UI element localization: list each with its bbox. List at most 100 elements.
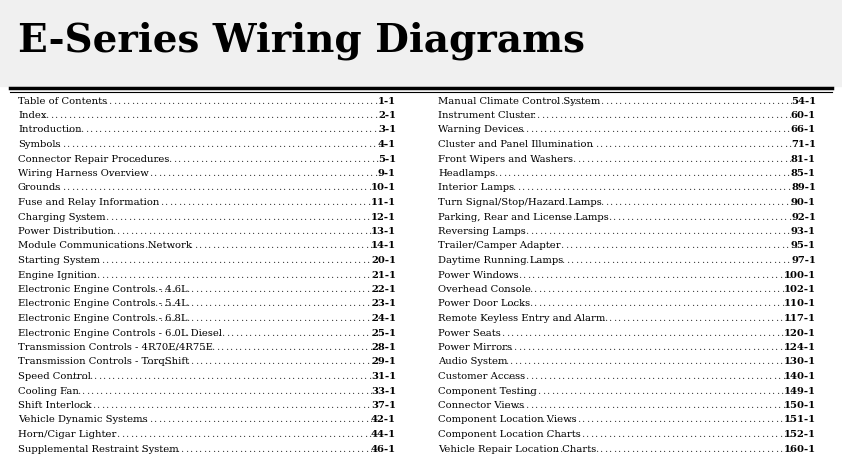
Text: .: . xyxy=(363,140,366,149)
Text: .: . xyxy=(360,328,364,337)
Text: .: . xyxy=(704,97,706,106)
Text: .: . xyxy=(706,343,710,352)
Text: .: . xyxy=(555,328,558,337)
Text: .: . xyxy=(159,155,163,163)
Text: .: . xyxy=(753,387,756,396)
Text: .: . xyxy=(573,357,576,367)
Text: .: . xyxy=(203,445,205,454)
Text: .: . xyxy=(196,198,199,207)
Text: .: . xyxy=(163,357,167,367)
Text: .: . xyxy=(146,299,149,308)
Text: .: . xyxy=(556,299,559,308)
Text: .: . xyxy=(726,97,729,106)
Text: .: . xyxy=(252,416,255,425)
Text: .: . xyxy=(780,198,783,207)
Text: .: . xyxy=(556,285,559,294)
Text: .: . xyxy=(729,212,733,221)
Text: .: . xyxy=(75,372,78,381)
Text: .: . xyxy=(339,401,343,410)
Text: .: . xyxy=(568,140,571,149)
Text: .: . xyxy=(733,126,735,135)
Text: .: . xyxy=(108,430,110,439)
Text: .: . xyxy=(221,241,224,250)
Text: .: . xyxy=(94,430,97,439)
Text: .: . xyxy=(594,140,598,149)
Text: .: . xyxy=(669,299,672,308)
Text: .: . xyxy=(297,445,301,454)
Text: .: . xyxy=(144,241,147,250)
Text: .: . xyxy=(163,314,167,323)
Text: .: . xyxy=(197,430,200,439)
Text: .: . xyxy=(559,416,562,425)
Text: .: . xyxy=(663,387,666,396)
Text: .: . xyxy=(288,97,291,106)
Text: .: . xyxy=(297,343,300,352)
Text: .: . xyxy=(734,357,738,367)
Text: .: . xyxy=(502,285,505,294)
Text: .: . xyxy=(766,111,769,120)
Text: .: . xyxy=(339,299,342,308)
Text: .: . xyxy=(604,314,607,323)
Text: .: . xyxy=(590,357,594,367)
Text: .: . xyxy=(264,140,267,149)
Text: .: . xyxy=(770,314,774,323)
Text: .: . xyxy=(330,212,333,221)
Text: .: . xyxy=(193,126,196,135)
Text: Daytime Running Lamps: Daytime Running Lamps xyxy=(438,256,563,265)
Text: .: . xyxy=(605,299,609,308)
Text: .: . xyxy=(288,111,291,120)
Text: .: . xyxy=(692,184,695,192)
Text: .: . xyxy=(746,401,749,410)
Text: .: . xyxy=(48,140,51,149)
Text: .: . xyxy=(634,184,637,192)
Text: .: . xyxy=(636,314,638,323)
Text: .: . xyxy=(745,241,748,250)
Text: .: . xyxy=(644,140,647,149)
Text: .: . xyxy=(590,155,594,163)
Text: .: . xyxy=(156,372,159,381)
Text: .: . xyxy=(786,401,789,410)
Text: .: . xyxy=(583,299,586,308)
Text: .: . xyxy=(170,372,173,381)
Text: .: . xyxy=(586,416,589,425)
Text: .: . xyxy=(718,299,721,308)
Text: .: . xyxy=(238,416,242,425)
Text: .: . xyxy=(234,387,237,396)
Text: .: . xyxy=(90,111,93,120)
Text: .: . xyxy=(663,241,667,250)
Text: .: . xyxy=(716,430,719,439)
Text: .: . xyxy=(67,111,71,120)
Text: .: . xyxy=(203,169,205,178)
Text: .: . xyxy=(617,357,621,367)
Text: .: . xyxy=(354,227,358,236)
Text: .: . xyxy=(584,184,588,192)
Text: .: . xyxy=(748,445,751,454)
Text: Engine Ignition: Engine Ignition xyxy=(18,270,97,279)
Text: .: . xyxy=(210,140,213,149)
Text: .: . xyxy=(531,270,535,279)
Text: .: . xyxy=(267,285,270,294)
Text: .: . xyxy=(339,270,343,279)
Text: .: . xyxy=(117,97,120,106)
Text: .: . xyxy=(180,97,184,106)
Text: .: . xyxy=(562,169,564,178)
Text: .: . xyxy=(690,314,692,323)
Text: .: . xyxy=(189,111,192,120)
Text: .: . xyxy=(653,343,656,352)
Text: .: . xyxy=(304,198,307,207)
Text: .: . xyxy=(135,227,137,236)
Text: .: . xyxy=(240,270,243,279)
Text: .: . xyxy=(189,416,192,425)
Text: .: . xyxy=(637,387,639,396)
Text: .: . xyxy=(557,256,560,265)
Text: Component Location Views: Component Location Views xyxy=(438,416,577,425)
Text: .: . xyxy=(162,430,164,439)
Text: .: . xyxy=(348,212,351,221)
Text: .: . xyxy=(750,372,754,381)
Text: .: . xyxy=(719,227,722,236)
Text: .: . xyxy=(190,285,194,294)
Text: .: . xyxy=(566,169,569,178)
Text: .: . xyxy=(776,299,780,308)
Text: .: . xyxy=(520,126,524,135)
Text: .: . xyxy=(364,430,367,439)
